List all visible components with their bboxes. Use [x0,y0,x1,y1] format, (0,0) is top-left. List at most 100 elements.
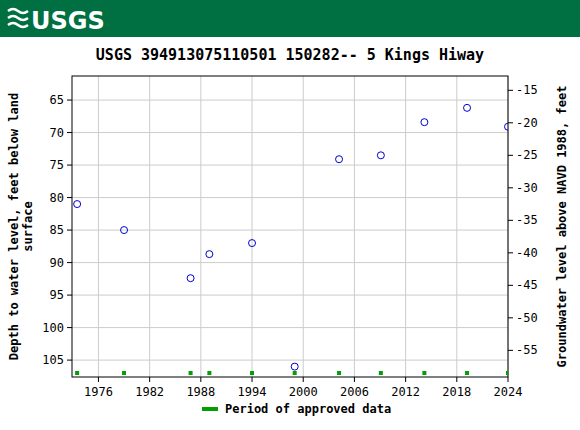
x-tick [354,377,355,382]
y-tick-label: 65 [50,93,64,107]
grid-line [456,76,457,377]
y2-tick-label: -40 [516,246,538,260]
chart: USGS USGS 394913075110501 150282-- 5 King… [0,0,580,430]
plot-frame [72,76,508,377]
grid-line [98,76,99,377]
y2-axis-label: Groundwater level above NAVD 1988, feet [555,86,569,368]
x-tick-label: 2000 [289,385,318,399]
grid-line [72,327,508,328]
x-tick-label: 2024 [494,385,523,399]
y-tick [67,262,72,263]
grid-line [252,76,253,377]
y-tick-label: 75 [50,158,64,172]
y-tick [67,230,72,231]
x-tick [303,377,304,382]
logo: USGS [8,7,105,35]
point [74,201,81,208]
logo-wave [8,23,28,27]
grid-line [72,132,508,133]
x-tick-label: 2012 [391,385,420,399]
grid-line [72,100,508,101]
approved-mark [189,371,193,375]
y2-tick [508,187,513,188]
point [377,152,384,159]
legend-label: Period of approved data [225,402,391,416]
header-bar [0,0,580,37]
legend-swatch [202,407,218,411]
x-tick [149,377,150,382]
y2-tick [508,350,513,351]
y2-tick [508,220,513,221]
y-axis-label-line: Depth to water level, feet below land [7,93,21,360]
x-tick-label: 1982 [135,385,164,399]
grid-line [354,76,355,377]
y-tick [67,132,72,133]
logo-wave [8,9,28,13]
x-tick [98,377,99,382]
y-tick [67,360,72,361]
y-tick [67,327,72,328]
grid-line [200,76,201,377]
title: USGS 394913075110501 150282-- 5 Kings Hi… [96,46,484,64]
approved-mark [250,371,254,375]
grid-line [72,295,508,296]
approved-mark [337,371,341,375]
x-tick-label: 1994 [238,385,267,399]
point [249,240,256,247]
x-tick-label: 1988 [186,385,215,399]
grid-line [405,76,406,377]
y2-tick-label: -45 [516,278,538,292]
approved-mark [465,371,469,375]
y2-tick [508,90,513,91]
grid-line [72,197,508,198]
approved-mark [506,371,508,375]
grid-line [72,230,508,231]
y2-tick-label: -55 [516,343,538,357]
x-tick [252,377,253,382]
y-tick-label: 90 [50,256,64,270]
y2-tick-label: -25 [516,148,538,162]
y2-tick [508,252,513,253]
y-tick-label: 95 [50,288,64,302]
logo-text: USGS [31,7,105,35]
approved-mark [293,371,297,375]
logo-wave [8,16,28,20]
y-tick [67,165,72,166]
y-tick-label: 105 [42,353,64,367]
y-tick-label: 70 [50,126,64,140]
grid-line [72,165,508,166]
point [464,104,471,111]
x-tick-label: 2006 [340,385,369,399]
approved-mark [75,371,79,375]
grid-line [72,262,508,263]
marks [74,104,508,375]
y-tick-label: 80 [50,191,64,205]
point [291,363,298,370]
point [206,251,213,258]
y2-tick [508,122,513,123]
x-tick [405,377,406,382]
point [421,119,428,126]
x-tick [456,377,457,382]
point [187,275,194,282]
x-tick [200,377,201,382]
x-tick-label: 2018 [442,385,471,399]
approved-mark [122,371,126,375]
y-tick [67,295,72,296]
point [505,123,509,130]
y2-tick [508,285,513,286]
y-tick-label: 85 [50,223,64,237]
approved-mark [422,371,426,375]
y-tick-label: 100 [42,321,64,335]
y2-tick-label: -20 [516,116,538,130]
y-tick [67,197,72,198]
y-axis-label: Depth to water level, feet below landsur… [7,93,35,360]
x-tick-label: 1976 [84,385,113,399]
grid-line [149,76,150,377]
y-axis-label-line: surface [21,201,35,252]
grid-line [72,360,508,361]
x-tick [508,377,509,382]
y2-tick-label: -35 [516,213,538,227]
y2-tick [508,317,513,318]
point [336,156,343,163]
